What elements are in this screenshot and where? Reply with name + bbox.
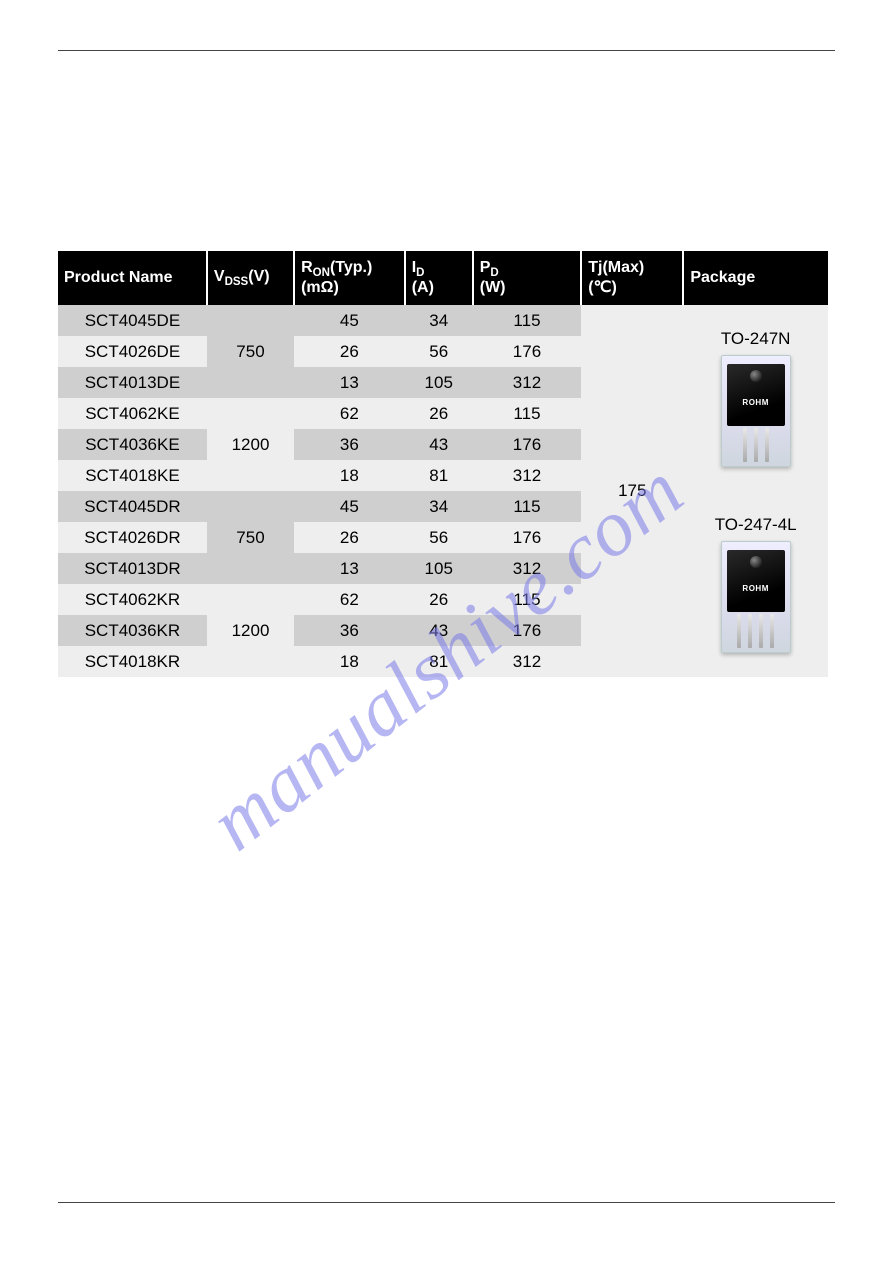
cell-id: 105 xyxy=(405,553,473,584)
package-leads xyxy=(737,614,774,648)
package-lead xyxy=(737,614,741,648)
cell-product-name: SCT4036KE xyxy=(58,429,207,460)
package-body: ROHM xyxy=(727,364,785,426)
cell-tj: 175 xyxy=(581,305,683,677)
cell-product-name: SCT4036KR xyxy=(58,615,207,646)
package-lead xyxy=(748,614,752,648)
table-header-row: Product Name VDSS(V) RON(Typ.)(mΩ) ID(A)… xyxy=(58,251,828,305)
cell-pd: 312 xyxy=(473,553,581,584)
cell-product-name: SCT4062KE xyxy=(58,398,207,429)
cell-id: 26 xyxy=(405,398,473,429)
cell-product-name: SCT4026DR xyxy=(58,522,207,553)
table-row: SCT4045DE7504534115175 TO-247N ROHM xyxy=(58,305,828,336)
cell-product-name: SCT4013DR xyxy=(58,553,207,584)
cell-vdss: 1200 xyxy=(207,398,294,491)
cell-id: 34 xyxy=(405,491,473,522)
cell-pd: 115 xyxy=(473,305,581,336)
cell-ron: 26 xyxy=(294,336,405,367)
cell-vdss: 1200 xyxy=(207,584,294,677)
bottom-rule xyxy=(58,1202,835,1203)
package-brand: ROHM xyxy=(742,398,768,407)
cell-ron: 26 xyxy=(294,522,405,553)
cell-ron: 45 xyxy=(294,305,405,336)
package-lead xyxy=(743,428,747,462)
col-header-tj: Tj(Max)(℃) xyxy=(581,251,683,305)
cell-id: 56 xyxy=(405,522,473,553)
col-header-id: ID(A) xyxy=(405,251,473,305)
cell-pd: 115 xyxy=(473,584,581,615)
cell-product-name: SCT4018KE xyxy=(58,460,207,491)
cell-vdss: 750 xyxy=(207,305,294,398)
table-row: SCT4045DR7504534115 TO-247-4L ROHM xyxy=(58,491,828,522)
cell-id: 81 xyxy=(405,646,473,677)
package-image: ROHM xyxy=(721,355,791,467)
cell-id: 43 xyxy=(405,429,473,460)
cell-id: 43 xyxy=(405,615,473,646)
package-leads xyxy=(743,428,769,462)
package-body: ROHM xyxy=(727,550,785,612)
col-header-name: Product Name xyxy=(58,251,207,305)
cell-id: 26 xyxy=(405,584,473,615)
cell-product-name: SCT4013DE xyxy=(58,367,207,398)
cell-pd: 176 xyxy=(473,522,581,553)
cell-ron: 13 xyxy=(294,553,405,584)
col-header-vdss: VDSS(V) xyxy=(207,251,294,305)
cell-product-name: SCT4062KR xyxy=(58,584,207,615)
col-header-ron: RON(Typ.)(mΩ) xyxy=(294,251,405,305)
package-label: TO-247-4L xyxy=(689,515,822,535)
cell-product-name: SCT4018KR xyxy=(58,646,207,677)
cell-id: 105 xyxy=(405,367,473,398)
cell-ron: 62 xyxy=(294,398,405,429)
cell-ron: 36 xyxy=(294,429,405,460)
cell-pd: 176 xyxy=(473,429,581,460)
col-header-package: Package xyxy=(683,251,828,305)
cell-pd: 312 xyxy=(473,460,581,491)
cell-pd: 312 xyxy=(473,646,581,677)
page: manualshive.com Product Name VDSS(V) RON… xyxy=(0,0,893,1263)
cell-pd: 115 xyxy=(473,491,581,522)
cell-ron: 18 xyxy=(294,646,405,677)
cell-pd: 176 xyxy=(473,615,581,646)
cell-pd: 176 xyxy=(473,336,581,367)
package-hole-icon xyxy=(750,556,762,568)
cell-ron: 45 xyxy=(294,491,405,522)
cell-pd: 115 xyxy=(473,398,581,429)
cell-ron: 36 xyxy=(294,615,405,646)
cell-product-name: SCT4026DE xyxy=(58,336,207,367)
top-rule xyxy=(58,50,835,51)
package-lead xyxy=(765,428,769,462)
cell-ron: 62 xyxy=(294,584,405,615)
cell-product-name: SCT4045DR xyxy=(58,491,207,522)
col-header-pd: PD(W) xyxy=(473,251,581,305)
table-body: SCT4045DE7504534115175 TO-247N ROHM SCT4… xyxy=(58,305,828,677)
package-image: ROHM xyxy=(721,541,791,653)
product-table: Product Name VDSS(V) RON(Typ.)(mΩ) ID(A)… xyxy=(58,251,828,677)
cell-ron: 18 xyxy=(294,460,405,491)
cell-pd: 312 xyxy=(473,367,581,398)
package-lead xyxy=(759,614,763,648)
package-hole-icon xyxy=(750,370,762,382)
cell-product-name: SCT4045DE xyxy=(58,305,207,336)
cell-vdss: 750 xyxy=(207,491,294,584)
cell-id: 81 xyxy=(405,460,473,491)
cell-id: 34 xyxy=(405,305,473,336)
package-lead xyxy=(770,614,774,648)
package-cell: TO-247N ROHM xyxy=(683,305,828,491)
package-cell: TO-247-4L ROHM xyxy=(683,491,828,677)
cell-ron: 13 xyxy=(294,367,405,398)
package-brand: ROHM xyxy=(742,584,768,593)
package-label: TO-247N xyxy=(689,329,822,349)
cell-id: 56 xyxy=(405,336,473,367)
package-lead xyxy=(754,428,758,462)
